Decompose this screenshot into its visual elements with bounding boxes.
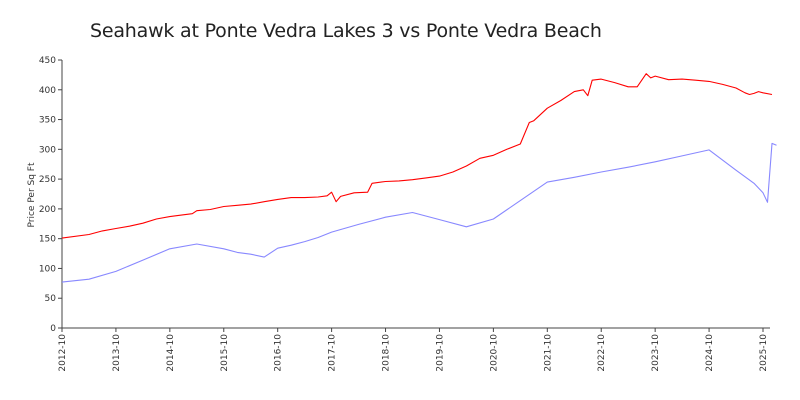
y-tick-label: 250 bbox=[39, 175, 56, 185]
x-tick-label: 2024-10 bbox=[705, 334, 715, 372]
y-tick-label: 350 bbox=[39, 116, 56, 126]
y-tick-label: 50 bbox=[45, 294, 57, 304]
x-tick-label: 2018-10 bbox=[382, 334, 392, 372]
x-tick-label: 2014-10 bbox=[166, 334, 176, 372]
y-ticks: 0 50 100 150 200 250 300 350 400 450 bbox=[39, 56, 62, 334]
x-tick-label: 2019-10 bbox=[435, 334, 445, 372]
x-tick-label: 2022-10 bbox=[597, 334, 607, 372]
y-tick-label: 300 bbox=[39, 145, 56, 155]
y-tick-label: 0 bbox=[50, 324, 56, 334]
chart-title: Seahawk at Ponte Vedra Lakes 3 vs Ponte … bbox=[90, 20, 602, 42]
series-line-1 bbox=[61, 73, 773, 239]
x-ticks: 2012-10 2013-10 2014-10 2015-10 2016-10 2017-… bbox=[58, 328, 769, 372]
y-axis-label: Price Per Sq Ft bbox=[27, 162, 37, 227]
axes bbox=[61, 60, 770, 329]
y-tick-label: 150 bbox=[39, 235, 56, 245]
x-tick-label: 2021-10 bbox=[543, 334, 553, 372]
y-tick-label: 100 bbox=[39, 264, 56, 274]
series-layer bbox=[61, 73, 777, 283]
x-tick-label: 2025-10 bbox=[759, 334, 769, 372]
x-tick-label: 2013-10 bbox=[112, 334, 122, 372]
x-tick-label: 2012-10 bbox=[58, 334, 68, 372]
x-tick-label: 2015-10 bbox=[220, 334, 230, 372]
x-tick-label: 2020-10 bbox=[489, 334, 499, 372]
series-line-2 bbox=[61, 142, 777, 283]
x-tick-label: 2023-10 bbox=[651, 334, 661, 372]
y-tick-label: 200 bbox=[39, 205, 56, 215]
y-tick-label: 450 bbox=[39, 56, 56, 66]
y-tick-label: 400 bbox=[39, 86, 56, 96]
x-tick-label: 2017-10 bbox=[328, 334, 338, 372]
x-tick-label: 2016-10 bbox=[274, 334, 284, 372]
